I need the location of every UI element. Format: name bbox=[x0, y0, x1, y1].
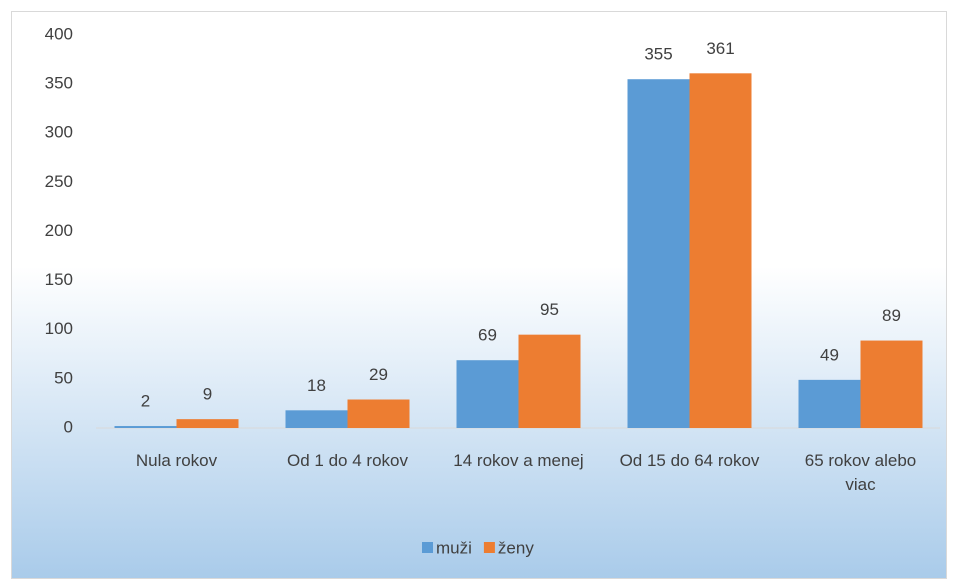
y-tick-label: 350 bbox=[45, 74, 73, 93]
bar bbox=[518, 334, 581, 428]
y-tick-label: 150 bbox=[45, 270, 73, 289]
y-tick-label: 300 bbox=[45, 123, 73, 142]
data-label: 2 bbox=[141, 392, 150, 411]
data-label: 29 bbox=[369, 365, 388, 384]
legend-label: muži bbox=[436, 538, 472, 557]
legend-swatch bbox=[483, 542, 495, 553]
bar bbox=[689, 73, 752, 428]
y-tick-label: 100 bbox=[45, 319, 73, 338]
bar bbox=[798, 379, 861, 428]
data-label: 355 bbox=[644, 45, 672, 64]
y-tick-label: 400 bbox=[45, 24, 73, 43]
x-tick-label: 65 rokov alebo viac bbox=[804, 451, 917, 494]
y-tick-label: 0 bbox=[64, 417, 73, 436]
data-label: 9 bbox=[203, 385, 212, 404]
x-tick-label: Od 15 do 64 rokov bbox=[619, 451, 760, 470]
x-tick-label: Nula rokov bbox=[135, 451, 218, 470]
data-label: 95 bbox=[540, 300, 559, 319]
data-label: 18 bbox=[307, 376, 326, 395]
data-label: 89 bbox=[882, 306, 901, 325]
data-label: 361 bbox=[706, 39, 734, 58]
bar bbox=[285, 410, 348, 428]
y-tick-label: 200 bbox=[45, 221, 73, 240]
data-label: 69 bbox=[478, 326, 497, 345]
bar bbox=[347, 399, 410, 428]
bar bbox=[176, 419, 239, 428]
data-label: 49 bbox=[820, 345, 839, 364]
bar bbox=[627, 79, 690, 429]
bar bbox=[114, 426, 177, 428]
bar bbox=[456, 360, 519, 428]
chart-background bbox=[11, 11, 947, 579]
x-tick-label: Od 1 do 4 rokov bbox=[287, 451, 408, 470]
x-tick-label: 14 rokov a menej bbox=[453, 451, 584, 470]
legend-label: ženy bbox=[498, 538, 534, 557]
y-tick-label: 250 bbox=[45, 172, 73, 191]
legend-swatch bbox=[422, 542, 433, 553]
bar bbox=[860, 340, 923, 428]
y-tick-label: 50 bbox=[54, 368, 73, 387]
